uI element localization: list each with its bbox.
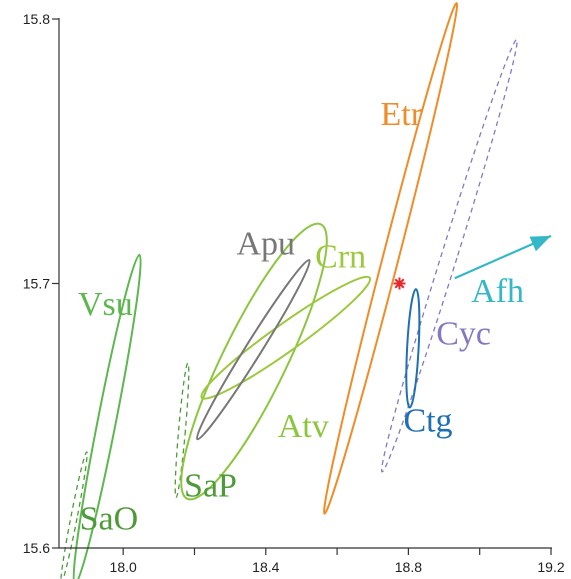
region-ctg-ellipse (405, 288, 421, 409)
regions-layer (60, 2, 518, 579)
region-apu-label: Apu (237, 225, 296, 262)
region-sap-label: SaP (184, 467, 237, 504)
region-sao-label: SaO (80, 500, 139, 537)
y-tick-label: 15.6 (23, 540, 50, 556)
arrow-afh-label: Afh (471, 273, 524, 310)
point-marker (393, 277, 406, 290)
arrows-layer (454, 234, 552, 280)
x-tick-label: 18.4 (252, 559, 279, 575)
region-etr-ellipse (323, 2, 459, 515)
region-crn-ellipse (200, 275, 372, 400)
region-vsu-ellipse (72, 253, 142, 579)
y-tick-label: 15.7 (23, 276, 50, 292)
region-atv-label: Atv (278, 408, 329, 445)
region-etr-label: Etr (380, 96, 422, 133)
point-marker-stroke (394, 278, 405, 289)
region-atv-ellipse (180, 222, 328, 501)
region-sap-ellipse (174, 362, 190, 499)
region-sao-ellipse (60, 451, 88, 579)
points-layer (393, 277, 406, 290)
x-tick-label: 18.0 (110, 559, 137, 575)
y-tick-label: 15.8 (23, 11, 50, 27)
labels-layer: Vsu SaO SaP Atv Crn Apu Etr Cyc Ctg Afh (78, 96, 524, 538)
arrow-afh-head (529, 235, 551, 252)
region-crn-label: Crn (315, 239, 366, 276)
region-ctg-label: Ctg (403, 403, 452, 440)
ticks-layer: 18.0 18.4 18.8 19.2 15.6 15.7 15.8 (23, 11, 565, 575)
region-vsu-label: Vsu (78, 286, 133, 323)
region-apu-ellipse (195, 259, 311, 441)
region-cyc-label: Cyc (436, 315, 491, 352)
x-tick-label: 18.8 (395, 559, 422, 575)
x-tick-label: 19.2 (537, 559, 564, 575)
region-cyc-ellipse (380, 38, 518, 473)
